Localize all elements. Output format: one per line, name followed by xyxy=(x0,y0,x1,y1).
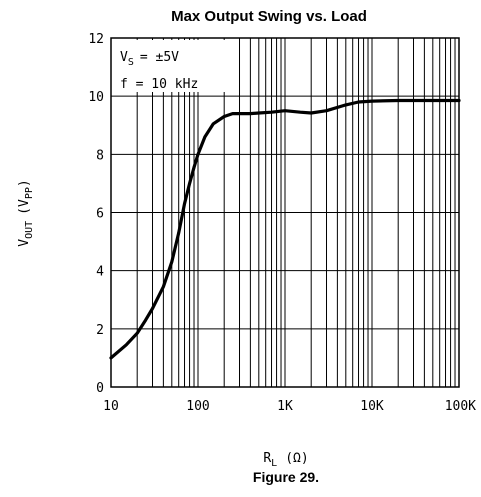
plot-frame xyxy=(110,37,460,388)
y-tick-label: 2 xyxy=(96,323,104,338)
series-line xyxy=(109,98,461,360)
y-tick-label: 4 xyxy=(96,265,104,280)
annotation-background xyxy=(113,40,233,92)
x-axis-label-main: R xyxy=(263,451,271,466)
x-axis-label-unit: (Ω) xyxy=(285,451,308,466)
figure-caption: Figure 29. xyxy=(253,469,319,485)
x-tick-label: 10K xyxy=(360,399,384,414)
y-axis-label-unit-sub: PP xyxy=(24,187,35,199)
x-tick-label: 10 xyxy=(103,399,119,414)
y-axis-label-main: V xyxy=(17,239,32,247)
annotation-vs-value: = ±5V xyxy=(140,50,179,65)
annotation-vs: VS = ±5V xyxy=(120,50,179,68)
y-tick-label: 6 xyxy=(96,207,104,222)
x-tick-label: 1K xyxy=(277,399,293,414)
grid xyxy=(111,38,459,387)
y-tick-label: 10 xyxy=(88,90,104,105)
y-axis-label-sub: OUT xyxy=(24,221,35,239)
annotation-vs-main: V xyxy=(120,50,128,65)
annotation-frequency: f = 10 kHz xyxy=(120,77,198,92)
x-axis-label: RL (Ω) xyxy=(263,451,308,469)
y-axis-label-unit-close: ) xyxy=(17,179,32,187)
y-tick-label: 12 xyxy=(88,32,104,47)
chart-title: Max Output Swing vs. Load xyxy=(171,8,367,25)
y-tick-label: 0 xyxy=(96,381,104,396)
x-tick-label: 100K xyxy=(445,399,476,414)
y-tick-labels: 0 2 4 6 8 10 12 xyxy=(88,32,104,396)
x-tick-labels: 10 100 1K 10K 100K xyxy=(103,399,476,414)
x-tick-label: 100 xyxy=(186,399,209,414)
y-axis-label: VOUT (VPP) xyxy=(17,179,35,246)
y-axis-label-unit-open: (V xyxy=(17,199,32,215)
annotation-vs-sub: S xyxy=(128,57,134,68)
x-axis-label-sub: L xyxy=(271,458,277,469)
y-tick-label: 8 xyxy=(96,148,104,163)
